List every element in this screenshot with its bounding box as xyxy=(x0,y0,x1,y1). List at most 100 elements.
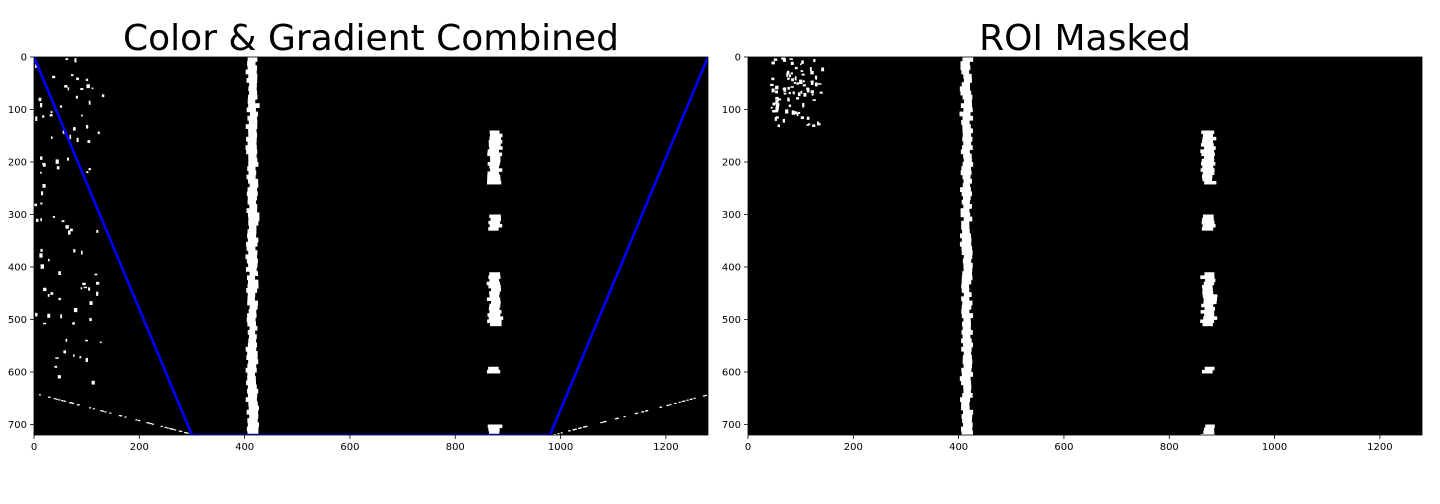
noise-pixel xyxy=(186,432,189,434)
lane-line-segment xyxy=(962,300,973,306)
lane-dash-segment xyxy=(488,139,503,144)
lane-dash-segment xyxy=(1202,165,1214,169)
lane-line-segment xyxy=(247,166,256,171)
noise-pixel xyxy=(771,88,775,93)
noise-pixel xyxy=(55,357,59,359)
noise-pixel xyxy=(646,410,649,412)
noise-pixel xyxy=(806,88,810,93)
lane-dash-segment xyxy=(1201,130,1215,135)
lane-line-segment xyxy=(248,401,258,407)
lane-dash-segment xyxy=(488,316,504,320)
noise-pixel xyxy=(50,292,54,295)
lane-line-segment xyxy=(961,321,971,327)
lane-dash-segment xyxy=(1201,152,1215,157)
noise-pixel xyxy=(812,124,816,127)
noise-pixel xyxy=(166,427,169,429)
lane-line-segment xyxy=(959,241,972,247)
lane-dash-segment xyxy=(1203,297,1217,301)
noise-pixel xyxy=(770,83,774,87)
noise-pixel xyxy=(635,412,638,415)
lane-line-segment xyxy=(959,376,971,381)
axes-frame xyxy=(747,56,1423,436)
lane-line-segment xyxy=(245,69,257,75)
lane-line-segment xyxy=(961,414,973,419)
noise-pixel xyxy=(641,411,645,413)
noise-pixel xyxy=(42,115,45,118)
lane-line-segment xyxy=(963,78,972,83)
lane-dash-segment xyxy=(1201,303,1214,308)
noise-pixel xyxy=(770,106,773,109)
noise-pixel xyxy=(99,341,102,344)
noise-pixel xyxy=(40,156,43,160)
lane-line-segment xyxy=(246,136,257,142)
lane-dash-segment xyxy=(488,306,500,311)
lane-line-segment xyxy=(963,342,973,348)
noise-pixel xyxy=(783,57,786,60)
lane-dash-segment xyxy=(488,143,501,147)
lane-line-segment xyxy=(246,107,256,113)
noise-pixel xyxy=(88,407,92,409)
noise-pixel xyxy=(50,111,53,114)
noise-pixel xyxy=(797,92,801,97)
noise-pixel xyxy=(86,124,89,129)
image-content xyxy=(770,57,1218,435)
lane-line-segment xyxy=(963,178,972,184)
lane-line-segment xyxy=(248,405,259,411)
lane-line-segment xyxy=(963,216,973,222)
lane-line-segment xyxy=(249,204,258,209)
x-tick-label: 0 xyxy=(745,442,751,453)
noise-pixel xyxy=(85,357,89,363)
noise-pixel xyxy=(793,81,797,84)
lane-dash-segment xyxy=(489,146,503,150)
noise-pixel xyxy=(96,291,99,296)
lane-line-segment xyxy=(246,380,256,386)
lane-line-segment xyxy=(963,384,972,390)
lane-line-segment xyxy=(248,86,257,92)
lane-line-segment xyxy=(247,283,259,289)
lane-dash-segment xyxy=(1201,143,1214,147)
noise-pixel xyxy=(75,95,78,99)
lane-dash-segment xyxy=(1203,281,1215,286)
lane-line-segment xyxy=(246,149,258,155)
lane-line-segment xyxy=(961,313,974,318)
image-content xyxy=(34,57,708,435)
noise-pixel xyxy=(40,248,43,252)
lane-dash-segment xyxy=(488,366,499,371)
subplot-1: Color & Gradient Combined 0 200 400 600 800 10… xyxy=(8,18,709,453)
lane-line-segment xyxy=(961,275,973,281)
noise-pixel xyxy=(786,72,789,77)
y-tick-label: 100 xyxy=(8,105,27,116)
noise-pixel xyxy=(690,398,693,400)
lane-line-segment xyxy=(961,225,970,230)
noise-pixel xyxy=(772,109,776,113)
lane-dash-segment xyxy=(1204,306,1215,311)
lane-line-segment xyxy=(246,409,259,415)
noise-pixel xyxy=(704,394,707,397)
noise-pixel xyxy=(809,67,812,71)
subplot-title: ROI Masked xyxy=(979,18,1191,59)
noise-pixel xyxy=(775,109,779,113)
noise-pixel xyxy=(806,116,810,120)
lane-line-segment xyxy=(962,145,973,150)
lane-line-segment xyxy=(962,355,972,360)
noise-pixel xyxy=(184,432,187,434)
noise-pixel xyxy=(81,250,83,255)
lane-line-segment xyxy=(961,367,972,373)
noise-pixel xyxy=(810,81,814,85)
noise-pixel xyxy=(63,400,66,402)
lane-line-segment xyxy=(246,241,258,247)
noise-pixel xyxy=(778,98,782,101)
lane-dash-segment xyxy=(486,369,501,374)
noise-pixel xyxy=(790,86,794,88)
lane-dash-segment xyxy=(488,275,501,279)
noise-pixel xyxy=(39,103,43,108)
lane-line-segment xyxy=(962,271,973,276)
lane-line-segment xyxy=(248,132,258,138)
noise-pixel xyxy=(771,61,775,65)
lane-line-segment xyxy=(963,262,973,268)
lane-line-segment xyxy=(248,128,257,134)
noise-pixel xyxy=(101,94,105,98)
y-tick-label: 200 xyxy=(8,158,27,169)
lane-line-segment xyxy=(962,418,972,423)
noise-pixel xyxy=(73,354,75,357)
